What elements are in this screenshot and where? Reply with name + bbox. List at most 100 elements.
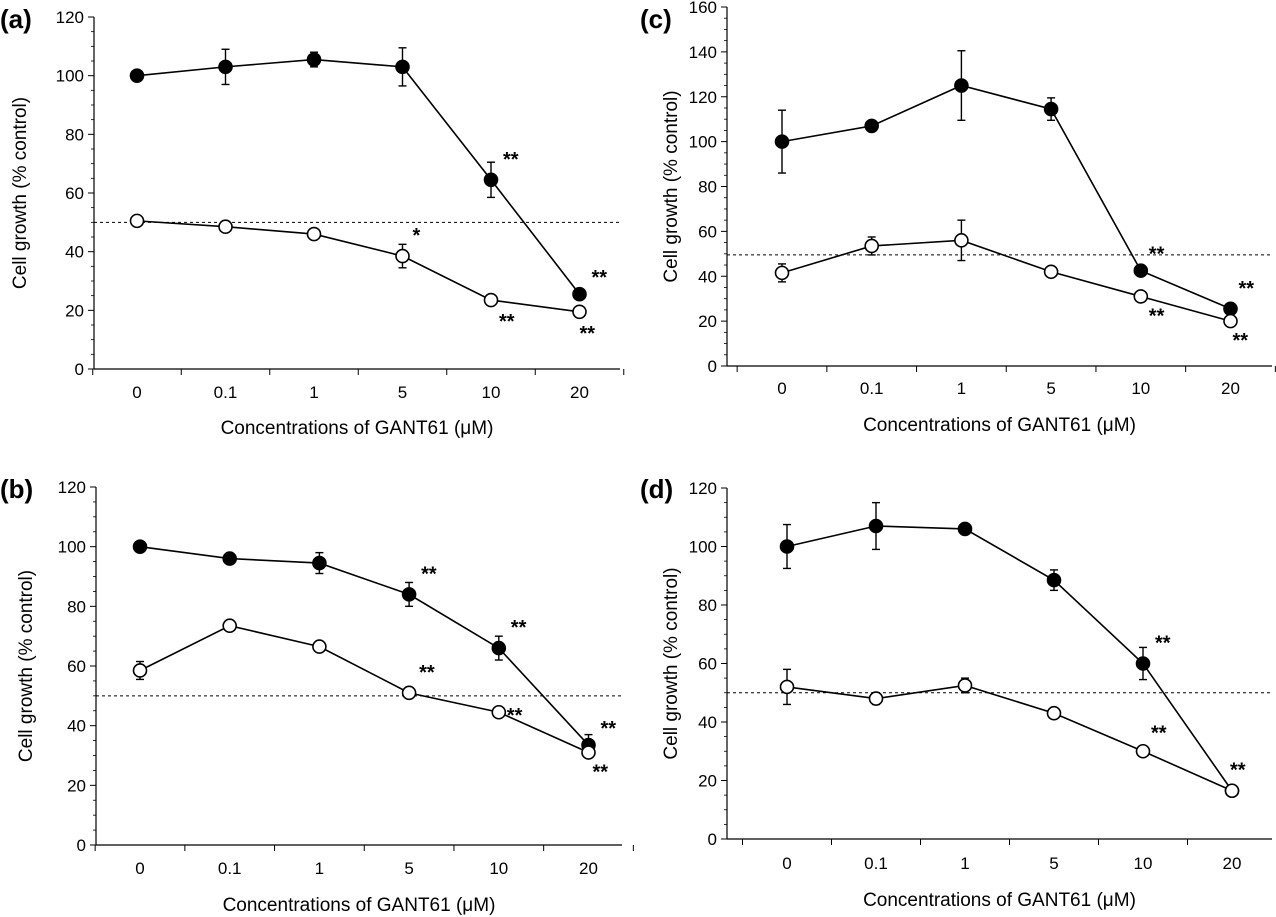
data-point-open bbox=[864, 238, 880, 254]
significance-marker: ** bbox=[507, 705, 523, 727]
series-line-open bbox=[781, 239, 1231, 322]
significance-marker: ** bbox=[580, 323, 596, 345]
data-point-open bbox=[483, 292, 499, 308]
data-point-open bbox=[1043, 264, 1059, 280]
significance-marker: ** bbox=[1149, 305, 1165, 327]
x-tick-label: 1 bbox=[957, 379, 966, 398]
chart-panel-d: (d) 0 20 40 60 80 100 120 0 0.1 1 5 10 20 Concentratio… bbox=[640, 474, 1272, 911]
x-tick-label: 10 bbox=[489, 859, 508, 878]
x-tick-label: 0.1 bbox=[214, 383, 238, 402]
data-point-open bbox=[954, 233, 969, 248]
data-point-open bbox=[491, 704, 507, 720]
significance-marker: ** bbox=[1151, 722, 1167, 744]
y-axis-title: Cell growth (% control) bbox=[661, 90, 682, 282]
x-tick-label: 20 bbox=[570, 383, 589, 402]
data-point-filled bbox=[222, 551, 237, 566]
data-point-open bbox=[218, 219, 233, 235]
x-tick-label: 1 bbox=[960, 854, 969, 873]
y-tick-label: 40 bbox=[698, 713, 717, 732]
data-point-open bbox=[306, 226, 322, 242]
x-tick-label: 0.1 bbox=[218, 859, 242, 878]
series-line-filled bbox=[786, 525, 1233, 792]
y-tick-label: 80 bbox=[67, 597, 86, 616]
x-tick-label: 0 bbox=[135, 859, 144, 878]
data-point-filled bbox=[572, 286, 587, 302]
y-tick-label: 100 bbox=[689, 538, 717, 557]
data-point-filled bbox=[395, 59, 410, 75]
data-point-open bbox=[779, 679, 795, 695]
x-tick-label: 1 bbox=[315, 859, 324, 878]
x-tick-label: 0 bbox=[777, 379, 786, 398]
chart-panel-c: (c) 0 20 40 60 80 100 120 140 160 0 0.1 1 5 10 20 Concen… bbox=[640, 0, 1276, 436]
y-tick-label: 80 bbox=[65, 125, 84, 144]
y-tick-label: 140 bbox=[689, 43, 717, 62]
data-point-open bbox=[1046, 705, 1062, 721]
y-tick-label: 120 bbox=[56, 8, 84, 27]
data-point-filled bbox=[1223, 301, 1238, 317]
significance-marker: ** bbox=[503, 149, 519, 171]
data-point-filled bbox=[864, 118, 880, 134]
x-tick-label: 5 bbox=[1046, 379, 1055, 398]
significance-marker: ** bbox=[601, 718, 617, 740]
panel-label: (d) bbox=[640, 474, 673, 504]
y-tick-label: 60 bbox=[698, 222, 717, 241]
chart-panel-b: (b) 0 20 40 60 80 100 120 0 0.1 1 5 10 20 Concentratio… bbox=[0, 474, 634, 916]
x-tick-label: 1 bbox=[309, 383, 318, 402]
y-tick-label: 0 bbox=[708, 830, 717, 849]
x-tick-label: 0 bbox=[132, 383, 141, 402]
series-line-filled bbox=[136, 58, 581, 295]
data-point-filled bbox=[491, 640, 507, 656]
data-point-open bbox=[1224, 783, 1240, 799]
panel-label: (b) bbox=[0, 474, 33, 504]
y-tick-label: 0 bbox=[75, 360, 84, 379]
x-axis-title: Concentrations of GANT61 (μM) bbox=[863, 890, 1136, 911]
x-axis-title: Concentrations of GANT61 (μM) bbox=[221, 418, 494, 439]
data-point-open bbox=[1135, 743, 1151, 759]
x-tick-label: 20 bbox=[1221, 379, 1240, 398]
data-point-filled bbox=[401, 587, 417, 602]
data-point-open bbox=[222, 618, 237, 634]
significance-marker: ** bbox=[1230, 760, 1246, 782]
data-point-filled bbox=[1043, 101, 1059, 117]
y-tick-label: 40 bbox=[698, 267, 717, 286]
y-tick-label: 100 bbox=[689, 133, 717, 152]
y-tick-label: 60 bbox=[65, 184, 84, 203]
significance-marker: ** bbox=[1155, 633, 1171, 655]
data-point-open bbox=[312, 639, 327, 654]
significance-marker: ** bbox=[421, 563, 437, 585]
y-tick-label: 0 bbox=[708, 357, 717, 376]
y-axis-title: Cell growth (% control) bbox=[661, 567, 682, 759]
panel-label: (a) bbox=[0, 4, 32, 34]
y-tick-label: 100 bbox=[58, 538, 86, 557]
y-tick-label: 60 bbox=[698, 655, 717, 674]
data-point-open bbox=[572, 304, 587, 320]
data-point-open bbox=[401, 685, 417, 701]
x-axis-title: Concentrations of GANT61 (μM) bbox=[223, 895, 496, 916]
data-point-open bbox=[395, 248, 410, 264]
x-tick-label: 10 bbox=[1134, 854, 1153, 873]
y-tick-label: 20 bbox=[67, 776, 86, 795]
y-tick-label: 40 bbox=[67, 717, 86, 736]
data-point-filled bbox=[779, 539, 795, 554]
data-point-open bbox=[129, 213, 145, 229]
y-tick-label: 20 bbox=[698, 772, 717, 791]
data-point-open bbox=[581, 745, 596, 760]
data-point-filled bbox=[957, 521, 973, 537]
data-point-filled bbox=[132, 539, 148, 554]
significance-marker: ** bbox=[1149, 244, 1165, 266]
x-tick-label: 0 bbox=[782, 854, 791, 873]
y-tick-label: 160 bbox=[689, 0, 717, 17]
significance-marker: ** bbox=[419, 662, 435, 684]
y-axis-title: Cell growth (% control) bbox=[10, 97, 31, 289]
series-line-filled bbox=[139, 545, 590, 746]
data-point-filled bbox=[483, 172, 499, 188]
significance-marker: ** bbox=[592, 267, 608, 289]
series-line-open bbox=[136, 220, 580, 313]
y-tick-label: 120 bbox=[689, 479, 717, 498]
significance-marker: ** bbox=[1239, 278, 1255, 300]
y-tick-label: 80 bbox=[698, 178, 717, 197]
significance-marker: ** bbox=[499, 311, 515, 333]
x-tick-label: 5 bbox=[404, 859, 413, 878]
data-point-filled bbox=[129, 68, 145, 83]
x-tick-label: 0.1 bbox=[864, 854, 888, 873]
